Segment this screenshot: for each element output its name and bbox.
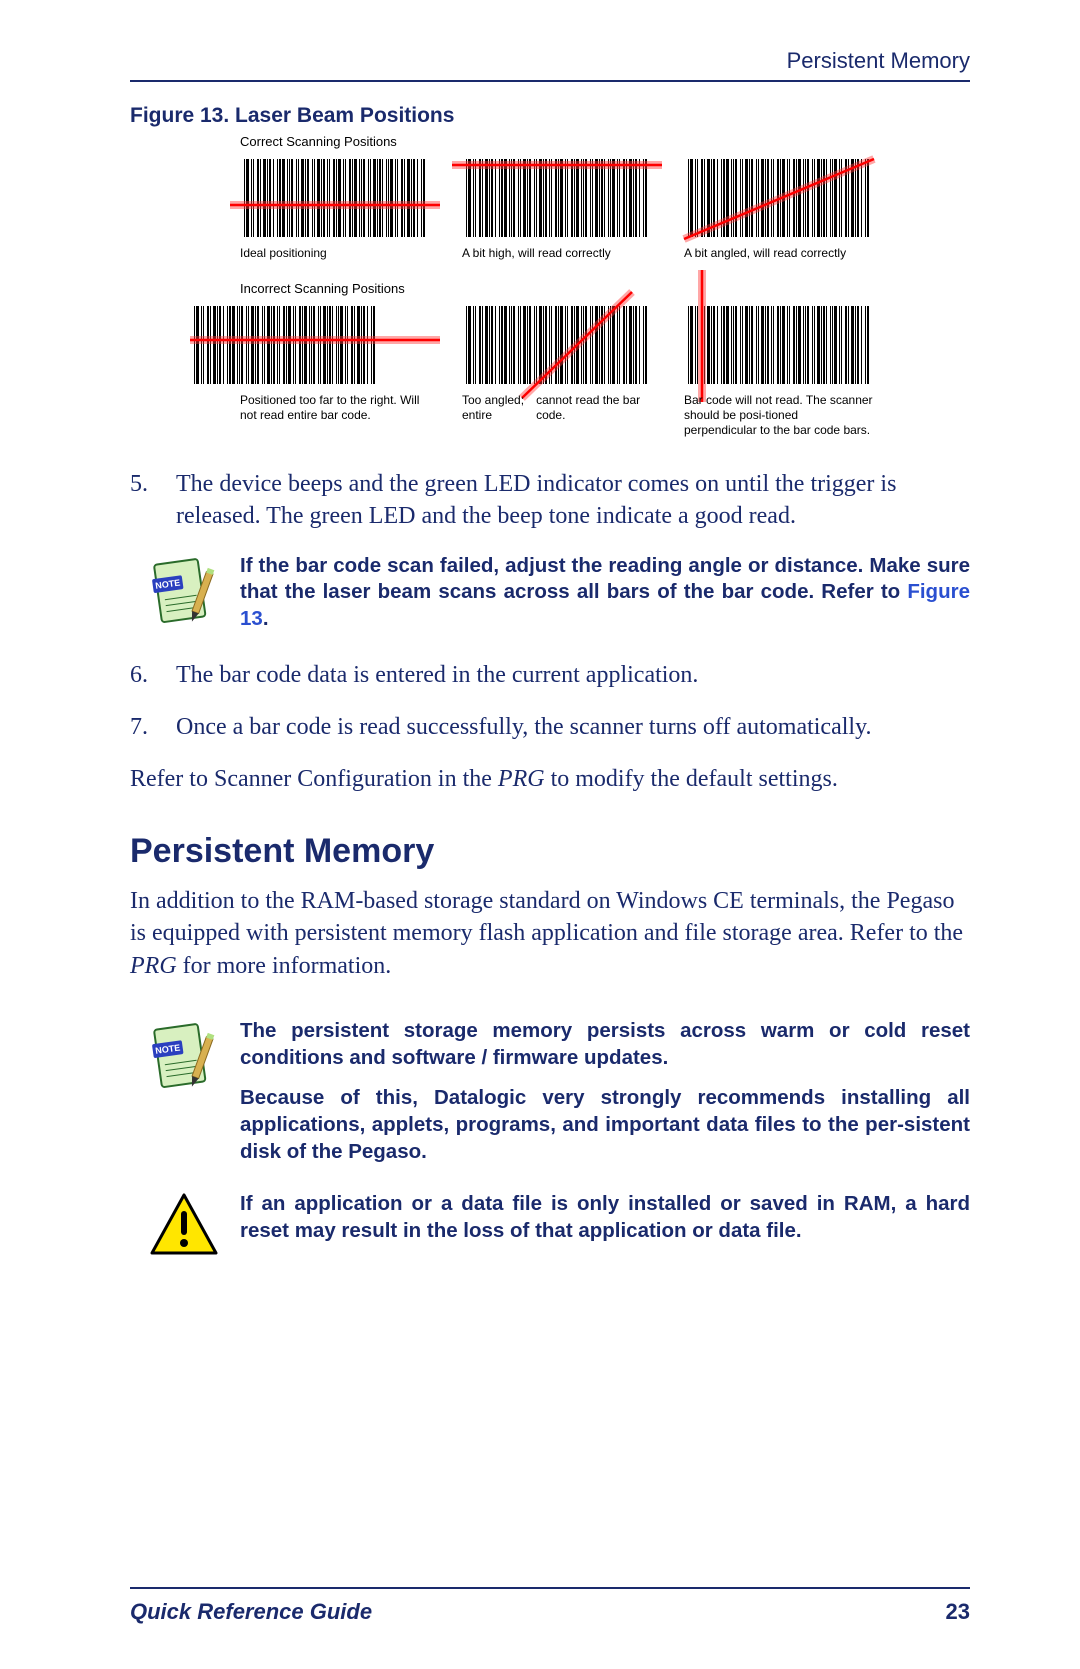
caution-block: If an application or a data file is only… — [148, 1191, 970, 1261]
list-text: The device beeps and the green LED indic… — [176, 468, 970, 533]
persistent-memory-heading: Persistent Memory — [130, 832, 970, 871]
list-item-7: 7. Once a bar code is read successfully,… — [130, 711, 970, 743]
barcode-caption: A bit high, will read correctly — [462, 246, 652, 261]
note2-p2: Because of this, Datalogic very strongly… — [240, 1085, 970, 1165]
barcode-caption: Bar code will not read. The scanner shou… — [684, 393, 874, 438]
figure-caption: Figure 13. Laser Beam Positions — [130, 104, 970, 128]
footer-rule — [130, 1587, 970, 1589]
para-post: for more information. — [177, 953, 392, 979]
note-icon: NOTE — [148, 1018, 220, 1096]
barcode-example: A bit angled, will read correctly — [684, 153, 874, 261]
refer-post: to modify the default settings. — [545, 766, 838, 792]
page-footer: Quick Reference Guide 23 — [130, 1587, 970, 1625]
header-rule — [130, 80, 970, 82]
barcode-caption: Too angled; entirecannot read the bar co… — [462, 393, 652, 423]
caution-icon — [148, 1191, 220, 1261]
barcode-example: Too angled; entirecannot read the bar co… — [462, 300, 652, 423]
footer-page-number: 23 — [946, 1599, 970, 1625]
incorrect-row: Positioned too far to the right. Will no… — [240, 300, 970, 438]
laser-beam-figure: Correct Scanning Positions Ideal positio… — [240, 134, 970, 438]
note-block-1: NOTE If the bar code scan failed, adjust… — [148, 553, 970, 633]
list-text: Once a bar code is read successfully, th… — [176, 711, 872, 743]
barcode-caption: A bit angled, will read correctly — [684, 246, 874, 261]
header-section-title: Persistent Memory — [130, 48, 970, 74]
list-item-6: 6. The bar code data is entered in the c… — [130, 659, 970, 691]
footer-guide-title: Quick Reference Guide — [130, 1599, 372, 1625]
note1-post: . — [263, 607, 269, 630]
prg-ref-1: PRG — [498, 766, 545, 792]
barcode-caption: Positioned too far to the right. Will no… — [240, 393, 430, 423]
note2-p1: The persistent storage memory persists a… — [240, 1018, 970, 1071]
note-block-2: NOTE The persistent storage memory persi… — [148, 1018, 970, 1165]
persistent-memory-paragraph: In addition to the RAM-based storage sta… — [130, 885, 970, 982]
note1-pre: If the bar code scan failed, adjust the … — [240, 554, 970, 604]
correct-positions-label: Correct Scanning Positions — [240, 134, 970, 149]
caution-text: If an application or a data file is only… — [240, 1191, 970, 1244]
barcode-caption: Ideal positioning — [240, 246, 430, 261]
note-text-2: The persistent storage memory persists a… — [240, 1018, 970, 1165]
note-icon: NOTE — [148, 553, 220, 631]
barcode-example: Bar code will not read. The scanner shou… — [684, 300, 874, 438]
list-number: 6. — [130, 659, 176, 691]
refer-pre: Refer to Scanner Configuration in the — [130, 766, 498, 792]
barcode-example: A bit high, will read correctly — [462, 153, 652, 261]
list-text: The bar code data is entered in the curr… — [176, 659, 698, 691]
list-number: 5. — [130, 468, 176, 533]
correct-row: Ideal positioning A bit high, will read c… — [240, 153, 970, 261]
barcode-example: Positioned too far to the right. Will no… — [240, 300, 430, 423]
list-item-5: 5. The device beeps and the green LED in… — [130, 468, 970, 533]
list-number: 7. — [130, 711, 176, 743]
para-pre: In addition to the RAM-based storage sta… — [130, 888, 963, 946]
incorrect-positions-label: Incorrect Scanning Positions — [240, 281, 970, 296]
note-text-1: If the bar code scan failed, adjust the … — [240, 553, 970, 633]
refer-paragraph: Refer to Scanner Configuration in the PR… — [130, 763, 970, 795]
prg-ref-2: PRG — [130, 953, 177, 979]
barcode-example: Ideal positioning — [240, 153, 430, 261]
